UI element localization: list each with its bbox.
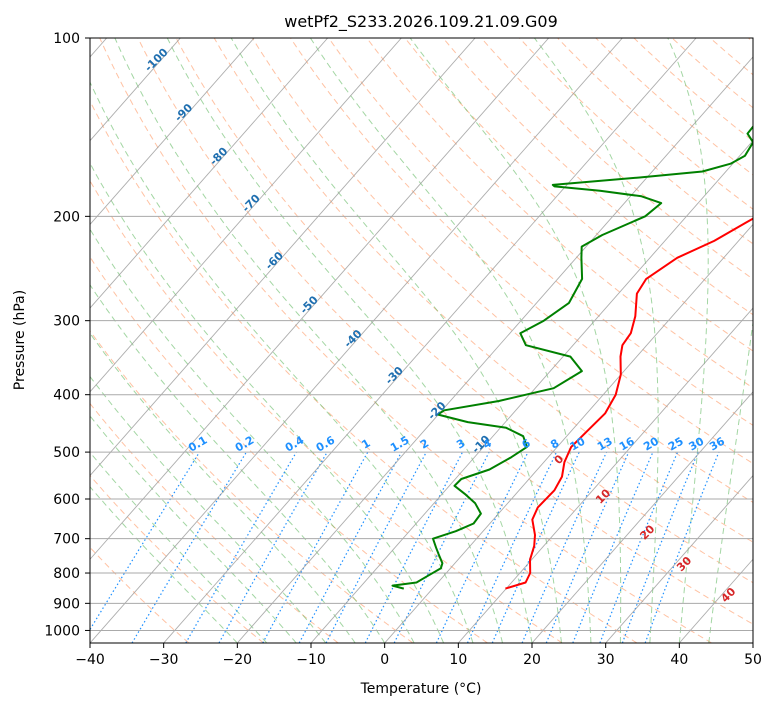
mixing-ratio-line: [521, 451, 608, 643]
isotherm-line: [531, 391, 753, 643]
moist-adiabat-line: [90, 283, 386, 643]
mixing-ratio-line: [572, 451, 654, 643]
mixing-ratio-line: [298, 451, 403, 643]
dewpoint-line: [391, 125, 753, 590]
x-tick-label: −30: [149, 652, 179, 668]
y-tick-label: 900: [53, 596, 80, 612]
mixing-ratio-line: [364, 451, 464, 643]
dry-adiabat-line: [366, 38, 753, 389]
mixing-ratio-line: [599, 451, 679, 643]
y-tick-label: 700: [53, 532, 80, 548]
x-tick-label: −40: [75, 652, 105, 668]
dry-adiabat-line: [90, 402, 339, 643]
mixing-ratio-line: [218, 451, 328, 643]
dry-adiabat-line: [175, 38, 753, 584]
mixing-ratio-line: [262, 451, 369, 643]
isotherm-line: [90, 38, 255, 226]
isotherm-line: [90, 38, 402, 393]
chart-title: wetPf2_S233.2026.109.21.09.G09: [284, 12, 558, 32]
mixing-ratio-line: [90, 451, 201, 631]
mixing-ratio-line: [621, 451, 699, 643]
y-axis: 100 200 300 400 500 600 700 800 900 1000: [44, 31, 90, 639]
y-tick-label: 1000: [44, 623, 80, 639]
isotherm-line: [310, 140, 753, 643]
series-layer: [391, 125, 753, 590]
isotherm-line: [384, 223, 753, 643]
x-axis: −40 −30 −20 −10 0 10 20 30 40 50: [75, 643, 762, 668]
moist-adiabat-line: [90, 485, 238, 643]
dry-adiabat-line: [90, 546, 190, 643]
x-tick-label: 30: [597, 652, 615, 668]
moist-adiabat-line: [667, 38, 709, 643]
y-axis-label: Pressure (hPa): [12, 290, 28, 390]
isotherm-line: [457, 307, 753, 643]
moist-adiabat-line: [90, 162, 445, 643]
grid-layer: [90, 38, 753, 643]
y-tick-label: 300: [53, 314, 80, 330]
isotherm-line: [90, 38, 181, 142]
y-tick-label: 100: [53, 31, 80, 47]
isotherm-line: [752, 642, 753, 643]
y-tick-label: 600: [53, 492, 80, 508]
y-tick-label: 500: [53, 445, 80, 461]
dry-adiabat-line: [137, 38, 753, 625]
dry-adiabat-line: [90, 256, 488, 643]
moist-adiabat-line: [534, 38, 659, 643]
isotherm-line: [236, 56, 753, 643]
dry-adiabat-line: [290, 38, 753, 465]
moist-adiabat-line: [409, 38, 622, 643]
isotherm-line: [90, 38, 550, 560]
x-tick-label: 20: [523, 652, 541, 668]
moist-adiabat-line: [708, 318, 753, 643]
moist-adiabat-line: [309, 38, 592, 643]
dry-adiabat-line: [90, 99, 638, 643]
dry-adiabat-line: [99, 38, 712, 643]
x-tick-label: 50: [744, 652, 762, 668]
x-tick-label: 40: [670, 652, 688, 668]
dry-adiabat-line: [90, 474, 264, 643]
moist-adiabat-line: [90, 375, 327, 643]
y-tick-label: 400: [53, 388, 80, 404]
isotherm-line: [90, 38, 623, 643]
moist-adiabat-line: [114, 38, 503, 643]
dry-adiabat-line: [90, 179, 563, 643]
isotherm-line: [90, 38, 476, 477]
mixing-ratio-line: [644, 451, 720, 643]
moist-adiabat-line: [90, 415, 297, 643]
y-tick-label: 200: [53, 209, 80, 225]
dry-adiabat-line: [328, 38, 753, 426]
isotherm-line: [605, 474, 753, 643]
mixing-ratio-line: [545, 451, 630, 643]
x-tick-label: 0: [380, 652, 389, 668]
x-axis-label: Temperature (°C): [360, 681, 482, 697]
moist-adiabat-line: [90, 81, 474, 643]
plot-frame: [89, 37, 754, 644]
dry-adiabat-line: [251, 38, 753, 504]
x-tick-label: 10: [449, 652, 467, 668]
x-tick-label: −20: [223, 652, 253, 668]
isotherm-line: [90, 38, 329, 309]
isotherm-line: [163, 38, 697, 643]
temperature-line: [505, 217, 753, 590]
plot-background: [90, 38, 753, 643]
moist-adiabat-line: [90, 451, 268, 643]
y-tick-label: 800: [53, 566, 80, 582]
moist-adiabat-line: [90, 332, 356, 643]
moist-adiabat-line: [230, 38, 562, 643]
x-tick-label: −10: [296, 652, 326, 668]
moist-adiabat-line: [166, 38, 533, 643]
